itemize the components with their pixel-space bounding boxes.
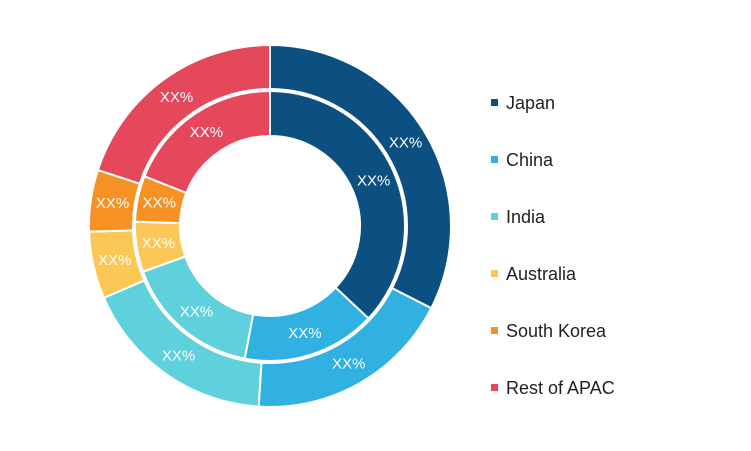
inner-ring [134, 89, 406, 362]
outer-label-india: XX% [162, 348, 195, 365]
legend-label-china: China [506, 149, 554, 170]
legend-label-japan: Japan [506, 92, 556, 113]
outer-label-china: XX% [332, 356, 365, 373]
double-donut-chart: XX% XX% XX% XX% XX% XX% XX% XX% XX% XX% XX% XX% [88, 43, 452, 408]
legend-swatch-india [491, 213, 498, 220]
legend-swatch-south-korea [491, 327, 498, 334]
legend-label-australia: Australia [506, 263, 577, 284]
legend-item-rest-of-apac[interactable]: Rest of APAC [491, 359, 615, 416]
outer-label-australia: XX% [98, 252, 131, 269]
inner-label-japan: XX% [357, 173, 390, 190]
inner-label-rest-of-apac: XX% [190, 124, 223, 141]
legend-label-india: India [506, 206, 546, 227]
outer-ring [88, 43, 452, 408]
legend-swatch-japan [491, 99, 498, 106]
inner-slice-rest-of-apac[interactable] [143, 89, 271, 195]
legend-item-south-korea[interactable]: South Korea [491, 302, 615, 359]
inner-label-india: XX% [180, 303, 213, 320]
legend-item-india[interactable]: India [491, 188, 615, 245]
legend: Japan China India Australia South Korea … [491, 74, 615, 416]
outer-label-rest-of-apac: XX% [160, 89, 193, 106]
legend-swatch-china [491, 156, 498, 163]
legend-label-rest-of-apac: Rest of APAC [506, 377, 615, 398]
segment-labels: XX% XX% XX% XX% XX% XX% XX% XX% XX% XX% XX% XX% [96, 89, 422, 373]
legend-item-japan[interactable]: Japan [491, 74, 615, 131]
inner-label-australia: XX% [142, 235, 175, 252]
legend-swatch-rest-of-apac [491, 384, 498, 391]
inner-slice-japan[interactable] [269, 89, 406, 320]
legend-item-china[interactable]: China [491, 131, 615, 188]
outer-label-japan: XX% [389, 134, 422, 151]
inner-label-china: XX% [288, 325, 321, 342]
outer-slice-rest-of-apac[interactable] [96, 43, 271, 185]
inner-label-south-korea: XX% [143, 195, 176, 212]
legend-swatch-australia [491, 270, 498, 277]
legend-item-australia[interactable]: Australia [491, 245, 615, 302]
legend-label-south-korea: South Korea [506, 320, 607, 341]
outer-label-south-korea: XX% [96, 195, 129, 212]
